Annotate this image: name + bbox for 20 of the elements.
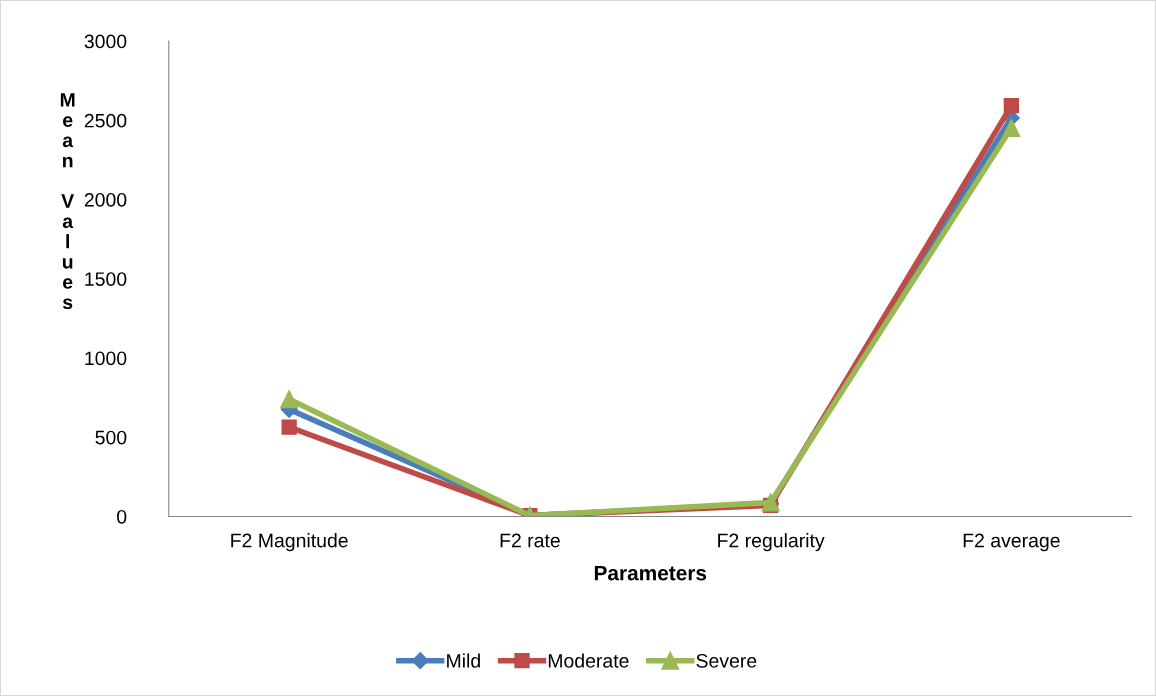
legend-label: Severe [696,653,757,668]
y-tick-label: 2000 [84,192,127,207]
x-tick-label: F2 regularity [718,533,825,552]
x-tick-label: F2 Magnitude [231,533,348,552]
x-tick-label: F2 average [963,533,1060,552]
point [1003,98,1019,114]
point [1002,118,1021,137]
legend-label: Mild [447,653,480,668]
y-tick-label: 0 [117,509,127,524]
point [280,390,299,409]
text: Mean Values [60,93,75,310]
point [281,419,297,435]
y-tick-label: 2500 [84,113,127,128]
y-tick-label: 3000 [84,34,127,49]
y-tick-label: 500 [95,430,127,445]
y-tick-label: 1500 [85,272,127,286]
y-tick-label: 1000 [85,351,127,366]
x-tick-label: F2 rate [500,533,560,548]
legend-label: Moderate [548,653,629,668]
x-axis-title: Parameters [594,565,707,581]
